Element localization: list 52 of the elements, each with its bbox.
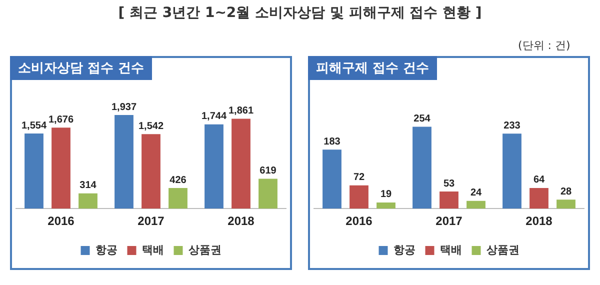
data-label: 1,744 (201, 111, 227, 122)
bar (350, 185, 368, 209)
bar (258, 178, 278, 209)
data-label: 183 (324, 136, 341, 148)
bar (466, 200, 486, 209)
legend-label: 상품권 (486, 244, 520, 257)
data-label: 233 (504, 120, 521, 132)
bar (412, 126, 432, 209)
bar (204, 124, 224, 209)
legend-label: 택배 (142, 244, 164, 257)
legend-label: 택배 (440, 244, 462, 257)
chart-title: [ 최근 3년간 1~2월 소비자상담 및 피해구제 접수 현황 ] (117, 4, 483, 22)
x-tick-label: 2016 (346, 214, 373, 228)
data-label: 426 (170, 174, 187, 186)
data-label: 72 (353, 172, 365, 184)
bar (322, 150, 342, 209)
data-label: 1,542 (138, 120, 164, 132)
bar (376, 202, 396, 209)
data-label: 28 (560, 186, 572, 198)
data-label: 19 (380, 189, 392, 200)
data-label: 1,554 (21, 120, 47, 132)
x-tick-label: 2016 (48, 214, 75, 228)
bar (168, 188, 188, 209)
data-label: 24 (470, 188, 482, 199)
bar (114, 115, 134, 209)
legend-label: 상품권 (188, 244, 222, 257)
chart-subtitle: 피해구제 접수 건수 (308, 56, 438, 80)
bar (440, 192, 458, 209)
bar (24, 134, 44, 209)
x-tick-label: 2018 (228, 214, 255, 228)
data-label: 1,861 (228, 105, 254, 116)
legend-label: 항공 (393, 244, 416, 257)
bar (52, 128, 70, 209)
data-label: 53 (443, 178, 455, 190)
legend-label: 항공 (95, 244, 118, 257)
bar (142, 134, 160, 209)
bar (502, 134, 522, 209)
data-label: 314 (80, 180, 97, 192)
bar (78, 193, 98, 209)
data-label: 1,937 (111, 102, 137, 113)
text: (단위 : 건) (518, 38, 570, 53)
bar (530, 188, 548, 209)
x-tick-label: 2017 (138, 214, 165, 228)
chart-subtitle: 소비자상담 접수 건수 (10, 56, 152, 80)
x-tick-label: 2017 (436, 214, 463, 228)
bar (232, 118, 250, 209)
data-label: 1,676 (48, 114, 74, 126)
data-label: 254 (414, 114, 431, 125)
data-label: 619 (260, 165, 277, 176)
bar (556, 200, 576, 209)
data-label: 64 (533, 174, 545, 186)
x-tick-label: 2018 (526, 214, 553, 228)
